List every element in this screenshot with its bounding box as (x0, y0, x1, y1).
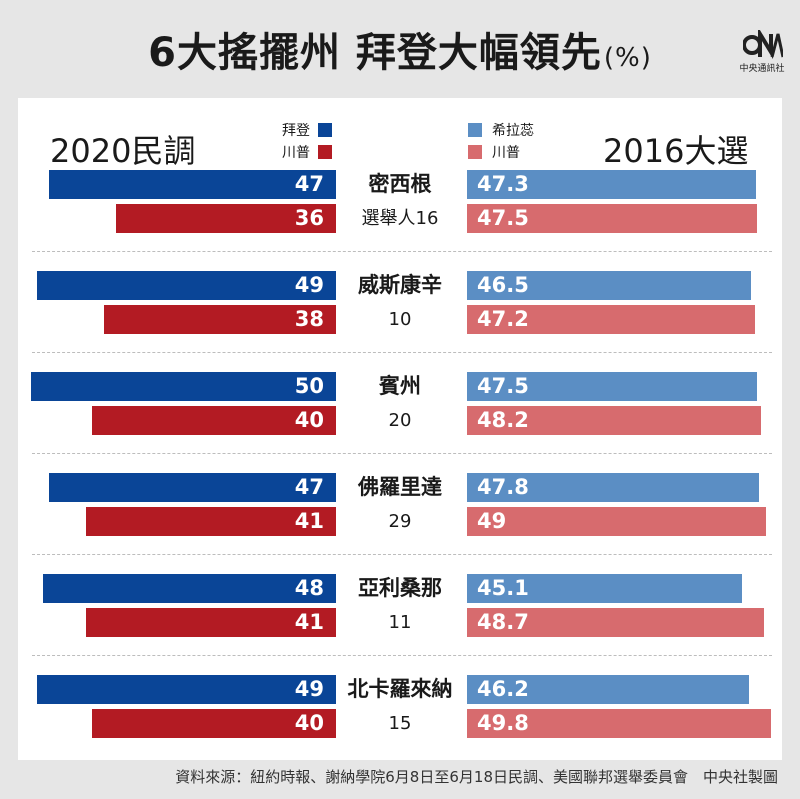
bar-trump-2016-0: 47.5 (467, 204, 757, 233)
state-name-4: 亞利桑那 (358, 576, 442, 600)
bar-trump-2016-5: 49.8 (467, 709, 771, 738)
chart-title-text: 6大搖擺州 拜登大幅領先 (148, 30, 602, 76)
electoral-votes-5: 15 (388, 713, 412, 734)
right-panel-title: 2016大選 (603, 132, 749, 170)
cna-logo-caption: 中央通訊社 (739, 64, 785, 74)
bar-clinton-4-label: 45.1 (477, 576, 529, 600)
bar-trump-2016-2: 48.2 (467, 406, 761, 435)
bar-clinton-3: 47.8 (467, 473, 759, 502)
bar-clinton-5: 46.2 (467, 675, 749, 704)
bar-trump-2016-5-label: 49.8 (477, 711, 529, 735)
bar-clinton-5-label: 46.2 (477, 677, 529, 701)
bar-biden-1: 49 (37, 271, 336, 300)
state-name-2: 賓州 (379, 374, 421, 398)
state-name-1: 威斯康辛 (358, 273, 442, 297)
bar-trump-2016-3-label: 49 (477, 509, 507, 533)
bar-clinton-1-label: 46.5 (477, 273, 529, 297)
legend-clinton-label: 希拉蕊 (492, 123, 534, 139)
legend-clinton-swatch (468, 123, 482, 137)
bar-clinton-2: 47.5 (467, 372, 757, 401)
electoral-votes-3: 29 (388, 511, 412, 532)
bar-trump-2016-4: 48.7 (467, 608, 764, 637)
row-divider-0 (32, 251, 772, 252)
cna-logo-icon (743, 30, 783, 60)
bar-biden-4-label: 48 (294, 576, 324, 600)
legend-biden: 拜登 (282, 120, 332, 140)
bar-trump-2020-4-label: 41 (294, 610, 324, 634)
bar-trump-2020-4: 41 (86, 608, 336, 637)
bar-biden-4: 48 (43, 574, 336, 603)
electoral-votes-1: 10 (388, 309, 412, 330)
bar-trump-2016-1-label: 47.2 (477, 307, 529, 331)
legend-trump-2016-swatch (468, 145, 482, 159)
state-name-3: 佛羅里達 (358, 475, 442, 499)
bar-clinton-4: 45.1 (467, 574, 742, 603)
cna-logo: 中央通訊社 (735, 30, 789, 76)
electoral-votes-4: 11 (388, 612, 412, 633)
left-panel-title: 2020民調 (50, 132, 196, 170)
chart-title: 6大搖擺州 拜登大幅領先(%) (0, 20, 800, 78)
bar-trump-2020-1: 38 (104, 305, 336, 334)
bar-trump-2016-0-label: 47.5 (477, 206, 529, 230)
legend-biden-swatch (318, 123, 332, 137)
bar-trump-2020-3-label: 41 (294, 509, 324, 533)
source-footnote: 資料來源：紐約時報、謝納學院6月8日至6月18日民調、美國聯邦選舉委員會 中央社… (175, 768, 778, 786)
bar-clinton-2-label: 47.5 (477, 374, 529, 398)
bar-trump-2020-2-label: 40 (294, 408, 324, 432)
bar-clinton-0: 47.3 (467, 170, 756, 199)
bar-biden-0-label: 47 (294, 172, 324, 196)
electoral-votes-0: 選舉人16 (361, 208, 439, 229)
chart-title-unit: (%) (603, 43, 652, 73)
state-name-0: 密西根 (368, 172, 432, 196)
bar-trump-2020-1-label: 38 (294, 307, 324, 331)
legend-trump-2016: 川普 (468, 142, 520, 162)
bar-trump-2020-2: 40 (92, 406, 336, 435)
bar-biden-0: 47 (49, 170, 336, 199)
legend-trump-2016-label: 川普 (492, 145, 520, 161)
bar-trump-2020-5: 40 (92, 709, 336, 738)
bar-trump-2020-3: 41 (86, 507, 336, 536)
bar-trump-2016-2-label: 48.2 (477, 408, 529, 432)
bar-trump-2020-0: 36 (116, 204, 336, 233)
bar-trump-2020-5-label: 40 (294, 711, 324, 735)
bar-biden-1-label: 49 (294, 273, 324, 297)
bar-biden-5: 49 (37, 675, 336, 704)
bar-trump-2016-3: 49 (467, 507, 766, 536)
bar-clinton-0-label: 47.3 (477, 172, 529, 196)
bar-biden-2-label: 50 (294, 374, 324, 398)
bar-trump-2016-4-label: 48.7 (477, 610, 529, 634)
legend-trump-2020: 川普 (282, 142, 332, 162)
row-divider-1 (32, 352, 772, 353)
electoral-votes-2: 20 (388, 410, 412, 431)
legend-biden-label: 拜登 (282, 123, 310, 139)
legend-trump-2020-label: 川普 (282, 145, 310, 161)
legend-clinton: 希拉蕊 (468, 120, 534, 140)
bar-biden-5-label: 49 (294, 677, 324, 701)
legend-trump-2020-swatch (318, 145, 332, 159)
bar-biden-2: 50 (31, 372, 336, 401)
bar-trump-2020-0-label: 36 (294, 206, 324, 230)
bar-biden-3: 47 (49, 473, 336, 502)
row-divider-4 (32, 655, 772, 656)
state-name-5: 北卡羅來納 (347, 677, 453, 701)
row-divider-2 (32, 453, 772, 454)
bar-clinton-3-label: 47.8 (477, 475, 529, 499)
row-divider-3 (32, 554, 772, 555)
bar-biden-3-label: 47 (294, 475, 324, 499)
bar-clinton-1: 46.5 (467, 271, 751, 300)
bar-trump-2016-1: 47.2 (467, 305, 755, 334)
